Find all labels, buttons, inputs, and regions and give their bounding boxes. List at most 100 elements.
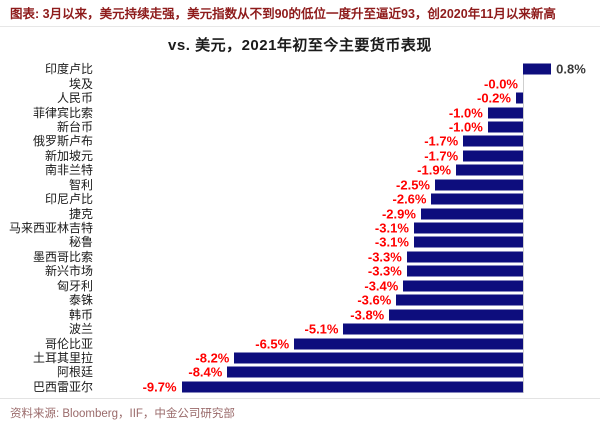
bar-plot-area: -3.4% bbox=[100, 279, 600, 293]
bar-plot-area: -0.2% bbox=[100, 91, 600, 105]
value-label: -1.0% bbox=[448, 119, 483, 135]
bar-plot-area: -3.3% bbox=[100, 250, 600, 264]
category-label: 印度卢比 bbox=[44, 62, 93, 77]
bar bbox=[413, 236, 523, 248]
bar-row: 阿根廷 -8.4% bbox=[0, 365, 600, 379]
bar-row: 韩币 -3.8% bbox=[0, 307, 600, 321]
bar-plot-area: 0.8% bbox=[100, 62, 600, 76]
category-label: 马来西亚林吉特 bbox=[8, 221, 93, 236]
category-label: 智利 bbox=[68, 177, 93, 192]
bar-row: 智利 -2.5% bbox=[0, 178, 600, 192]
bar-plot-area: -0.0% bbox=[100, 76, 600, 90]
value-label: -3.3% bbox=[367, 263, 402, 279]
bar bbox=[523, 63, 552, 75]
bar-plot-area: -1.0% bbox=[100, 105, 600, 119]
bar-row: 波兰 -5.1% bbox=[0, 322, 600, 336]
value-label: -0.0% bbox=[484, 76, 518, 92]
bar-row: 匈牙利 -3.4% bbox=[0, 279, 600, 293]
bar bbox=[396, 294, 523, 306]
bar bbox=[406, 251, 523, 263]
value-label: -8.2% bbox=[195, 350, 230, 366]
value-label: -9.7% bbox=[142, 379, 177, 395]
value-label: -8.4% bbox=[188, 364, 223, 380]
bar bbox=[413, 222, 523, 234]
bar-plot-area: -3.1% bbox=[100, 221, 600, 235]
bar-plot-area: -2.9% bbox=[100, 206, 600, 220]
category-label: 菲律宾比索 bbox=[32, 105, 93, 120]
bar-row: 马来西亚林吉特 -3.1% bbox=[0, 221, 600, 235]
bar-row: 哥伦比亚 -6.5% bbox=[0, 336, 600, 350]
value-label: -3.4% bbox=[364, 278, 399, 294]
value-label: 0.8% bbox=[556, 61, 586, 77]
value-label: -3.1% bbox=[374, 234, 409, 250]
value-label: -5.1% bbox=[304, 321, 339, 337]
figure-caption: 图表: 3月以来，美元持续走强，美元指数从不到90的低位一度升至逼近93，创20… bbox=[0, 0, 600, 27]
bar bbox=[389, 309, 523, 321]
chart-title: vs. 美元，2021年初至今主要货币表现 bbox=[168, 37, 432, 54]
category-label: 捷克 bbox=[68, 206, 93, 221]
bar bbox=[403, 280, 523, 292]
category-label: 印尼卢比 bbox=[44, 192, 93, 207]
bar-row: 墨西哥比索 -3.3% bbox=[0, 250, 600, 264]
value-label: -3.8% bbox=[350, 307, 385, 323]
bar-row: 埃及 -0.0% bbox=[0, 76, 600, 90]
category-label: 巴西雷亚尔 bbox=[32, 379, 93, 394]
zero-axis-line bbox=[523, 64, 524, 393]
category-label: 泰铢 bbox=[68, 293, 93, 308]
category-label: 匈牙利 bbox=[56, 278, 93, 293]
bar-row: 印尼卢比 -2.6% bbox=[0, 192, 600, 206]
bar-plot-area: -6.5% bbox=[100, 336, 600, 350]
bar-plot-area: -3.8% bbox=[100, 307, 600, 321]
bar-plot-area: -3.1% bbox=[100, 235, 600, 249]
bar-plot-area: -1.0% bbox=[100, 120, 600, 134]
bar-row: 菲律宾比索 -1.0% bbox=[0, 105, 600, 119]
bar-plot-area: -3.6% bbox=[100, 293, 600, 307]
bar-row: 泰铢 -3.6% bbox=[0, 293, 600, 307]
value-label: -3.1% bbox=[374, 220, 409, 236]
bar-chart: 印度卢比 0.8% 埃及 -0.0% 人民币 -0.2% 菲律宾比索 -1.0% 新台币 -1.0… bbox=[0, 62, 600, 395]
bar-row: 土耳其里拉 -8.2% bbox=[0, 351, 600, 365]
bar bbox=[181, 381, 523, 393]
source-note: 资料来源: Bloomberg，IIF，中金公司研究部 bbox=[10, 408, 235, 420]
bar bbox=[406, 265, 523, 277]
bar-row: 巴西雷亚尔 -9.7% bbox=[0, 380, 600, 394]
bar-row: 南非兰特 -1.9% bbox=[0, 163, 600, 177]
category-label: 波兰 bbox=[68, 322, 93, 337]
bar-plot-area: -8.4% bbox=[100, 365, 600, 379]
bar-plot-area: -1.7% bbox=[100, 149, 600, 163]
footer-divider bbox=[0, 398, 600, 399]
value-label: -2.5% bbox=[396, 177, 430, 193]
bar-row: 印度卢比 0.8% bbox=[0, 62, 600, 76]
bar-row: 新加坡元 -1.7% bbox=[0, 149, 600, 163]
bar-plot-area: -2.5% bbox=[100, 178, 600, 192]
category-label: 韩币 bbox=[68, 307, 93, 322]
category-label: 阿根廷 bbox=[56, 365, 93, 380]
bar bbox=[234, 352, 523, 364]
value-label: -6.5% bbox=[255, 336, 290, 352]
value-label: -0.2% bbox=[477, 90, 511, 106]
bar-row: 俄罗斯卢布 -1.7% bbox=[0, 134, 600, 148]
bar-row: 新兴市场 -3.3% bbox=[0, 264, 600, 278]
bar bbox=[343, 323, 523, 335]
value-label: -2.9% bbox=[381, 206, 416, 222]
bar bbox=[227, 366, 523, 378]
bar-row: 人民币 -0.2% bbox=[0, 91, 600, 105]
value-label: -1.0% bbox=[448, 105, 483, 121]
category-label: 新加坡元 bbox=[44, 148, 93, 163]
bar-row: 新台币 -1.0% bbox=[0, 120, 600, 134]
category-label: 埃及 bbox=[68, 76, 93, 91]
bar bbox=[294, 338, 523, 350]
bar-row: 捷克 -2.9% bbox=[0, 206, 600, 220]
bar-plot-area: -2.6% bbox=[100, 192, 600, 206]
bar bbox=[487, 107, 523, 119]
category-label: 新兴市场 bbox=[44, 264, 93, 279]
value-label: -1.7% bbox=[424, 133, 459, 149]
bar bbox=[431, 193, 523, 205]
category-label: 俄罗斯卢布 bbox=[32, 134, 93, 149]
category-label: 人民币 bbox=[56, 91, 93, 106]
value-label: -2.6% bbox=[392, 191, 427, 207]
bar-plot-area: -8.2% bbox=[100, 351, 600, 365]
category-label: 土耳其里拉 bbox=[32, 350, 93, 365]
bar-plot-area: -5.1% bbox=[100, 322, 600, 336]
